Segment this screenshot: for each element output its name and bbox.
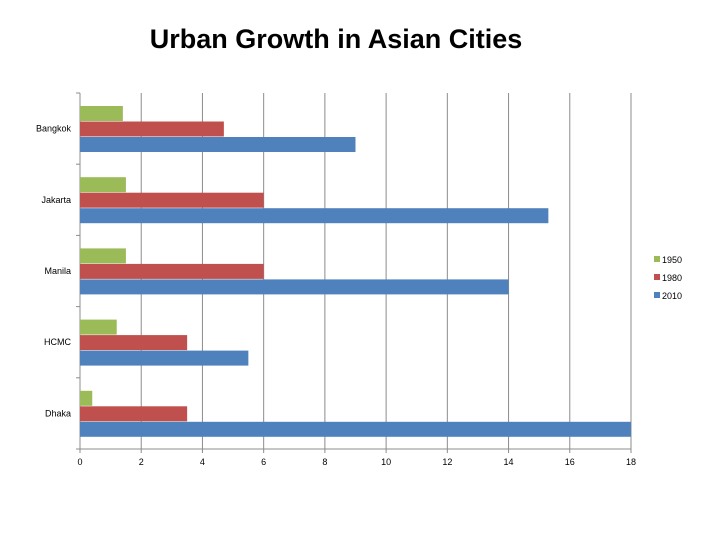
bar-hcmc-1950: [80, 319, 117, 335]
x-tick-label: 14: [504, 457, 514, 467]
x-tick-label: 6: [261, 457, 266, 467]
y-tick-label: Dhaka: [45, 408, 71, 418]
bar-bangkok-1950: [80, 106, 123, 121]
y-tick-label: Manila: [44, 266, 71, 276]
bar-jakarta-1950: [80, 177, 126, 193]
legend-swatch-1980: [654, 274, 660, 280]
bar-manila-2010: [80, 279, 509, 295]
bar-dhaka-1980: [80, 406, 188, 422]
x-tick-label: 4: [200, 457, 205, 467]
bar-jakarta-1980: [80, 192, 264, 208]
chart-title: Urban Growth in Asian Cities: [149, 24, 523, 54]
legend-label-2010: 2010: [662, 291, 682, 301]
legend-label-1950: 1950: [662, 255, 682, 265]
bar-jakarta-2010: [80, 208, 549, 224]
legend-swatch-2010: [654, 292, 660, 298]
bar-manila-1980: [80, 263, 264, 279]
x-tick-label: 18: [626, 457, 636, 467]
legend-swatch-1950: [654, 256, 660, 262]
bar-bangkok-1980: [80, 121, 224, 137]
x-tick-label: 8: [322, 457, 327, 467]
x-tick-label: 2: [139, 457, 144, 467]
bar-dhaka-2010: [80, 421, 631, 437]
bar-manila-1950: [80, 248, 126, 264]
legend-label-1980: 1980: [662, 273, 682, 283]
y-tick-label: HCMC: [44, 337, 71, 347]
bar-hcmc-1980: [80, 335, 188, 351]
bar-bangkok-2010: [80, 137, 356, 152]
x-tick-label: 0: [77, 457, 82, 467]
y-tick-label: Jakarta: [41, 195, 71, 205]
x-tick-label: 10: [381, 457, 391, 467]
x-tick-label: 12: [442, 457, 452, 467]
x-tick-label: 16: [565, 457, 575, 467]
bar-dhaka-1950: [80, 390, 93, 406]
y-tick-label: Bangkok: [36, 124, 72, 134]
bar-hcmc-2010: [80, 350, 249, 366]
